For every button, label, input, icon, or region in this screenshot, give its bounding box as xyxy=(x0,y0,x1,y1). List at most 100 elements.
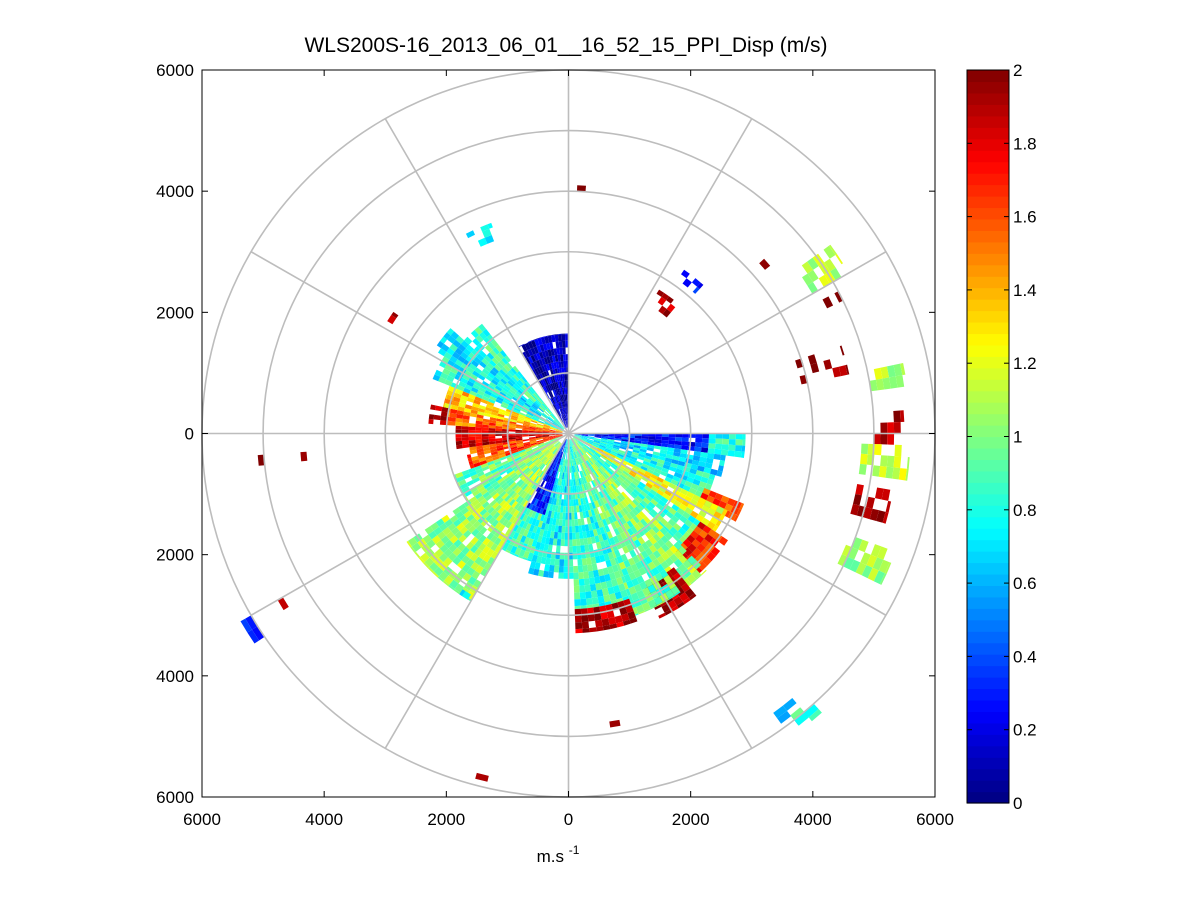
data-cell xyxy=(683,495,692,503)
data-cell xyxy=(565,519,569,527)
data-cell xyxy=(518,449,526,454)
data-cell xyxy=(577,457,581,465)
data-cell xyxy=(478,457,486,463)
data-cell xyxy=(579,592,586,600)
data-cell xyxy=(551,397,556,405)
data-cell xyxy=(542,436,550,438)
data-cell xyxy=(504,504,512,512)
data-cell xyxy=(518,415,525,420)
data-cell xyxy=(701,447,709,453)
data-cell xyxy=(520,452,527,457)
data-cell xyxy=(557,464,561,472)
data-cell xyxy=(474,556,483,566)
data-cell xyxy=(599,512,605,520)
data-cell xyxy=(549,437,557,441)
data-cell xyxy=(475,393,484,399)
data-cell xyxy=(734,450,742,458)
data-cell xyxy=(598,534,604,542)
data-cell xyxy=(759,258,771,270)
data-cell xyxy=(695,437,703,443)
data-cell xyxy=(562,452,565,459)
data-cell xyxy=(463,348,472,356)
data-cell xyxy=(467,457,473,462)
data-cell xyxy=(830,267,842,281)
data-cell xyxy=(568,566,574,573)
data-cell xyxy=(579,531,584,539)
data-cell xyxy=(542,448,549,454)
data-cell xyxy=(524,458,532,465)
data-cell xyxy=(491,357,499,365)
data-cell xyxy=(555,518,560,526)
data-cell xyxy=(681,269,690,279)
data-cell xyxy=(606,494,613,502)
data-cell xyxy=(542,437,550,440)
data-cell xyxy=(818,274,830,288)
data-cell xyxy=(486,352,495,360)
data-cell xyxy=(623,514,630,523)
data-cell xyxy=(530,455,537,461)
data-cell xyxy=(696,485,705,493)
data-cell xyxy=(435,539,445,549)
data-cell xyxy=(499,499,507,507)
colorbar-tick-label: 0.8 xyxy=(1013,501,1037,520)
data-cell xyxy=(546,475,552,483)
data-cell xyxy=(678,478,687,485)
data-cell xyxy=(614,496,621,504)
data-cell xyxy=(545,451,551,457)
data-cell xyxy=(556,457,560,465)
data-cell xyxy=(537,442,545,446)
data-cell xyxy=(513,407,521,413)
data-cell xyxy=(583,446,589,451)
chart-title: WLS200S-16_2013_06_01__16_52_15_PPI_Disp… xyxy=(304,34,827,57)
data-cell xyxy=(648,439,655,443)
data-cell xyxy=(635,561,644,570)
colorbar-tick-label: 0.6 xyxy=(1013,574,1037,593)
data-cell xyxy=(536,499,541,508)
data-cell xyxy=(556,395,560,403)
data-cell xyxy=(474,367,482,375)
data-cell xyxy=(535,476,541,484)
data-cell xyxy=(573,445,577,452)
data-cell xyxy=(546,451,552,458)
y-tick-label: 0 xyxy=(185,425,194,444)
data-cell xyxy=(516,533,523,542)
data-cell xyxy=(580,470,585,478)
data-cell xyxy=(494,529,502,538)
data-cell xyxy=(463,473,471,480)
data-cell xyxy=(469,449,478,455)
data-cell xyxy=(702,433,709,439)
data-cell xyxy=(519,490,526,498)
data-cell xyxy=(585,460,591,468)
data-cell xyxy=(578,478,582,486)
data-cell xyxy=(521,483,528,491)
data-cell xyxy=(533,506,539,513)
data-cell xyxy=(682,559,692,569)
data-cell xyxy=(535,427,543,430)
data-cell xyxy=(408,537,418,547)
data-cell xyxy=(561,459,564,466)
data-cell xyxy=(878,466,887,478)
data-cell xyxy=(509,423,517,427)
data-cell xyxy=(855,484,864,496)
data-cell xyxy=(571,452,574,460)
data-cell xyxy=(539,542,545,551)
data-cell xyxy=(672,523,682,532)
data-cell xyxy=(563,445,566,453)
data-cell xyxy=(694,490,703,498)
data-cell xyxy=(581,447,588,453)
data-cell xyxy=(676,601,685,609)
data-patch xyxy=(790,704,822,726)
data-cell xyxy=(735,445,743,452)
data-cell xyxy=(474,326,483,335)
data-cell xyxy=(484,471,492,477)
data-cell xyxy=(479,331,487,340)
data-cell xyxy=(893,422,901,434)
data-cell xyxy=(465,550,475,559)
data-cell xyxy=(449,343,458,352)
data-cell xyxy=(633,477,641,485)
data-cell xyxy=(670,585,680,596)
data-cell xyxy=(576,443,581,449)
data-cell xyxy=(538,366,544,374)
data-cell xyxy=(586,503,591,511)
data-cell xyxy=(676,577,687,587)
